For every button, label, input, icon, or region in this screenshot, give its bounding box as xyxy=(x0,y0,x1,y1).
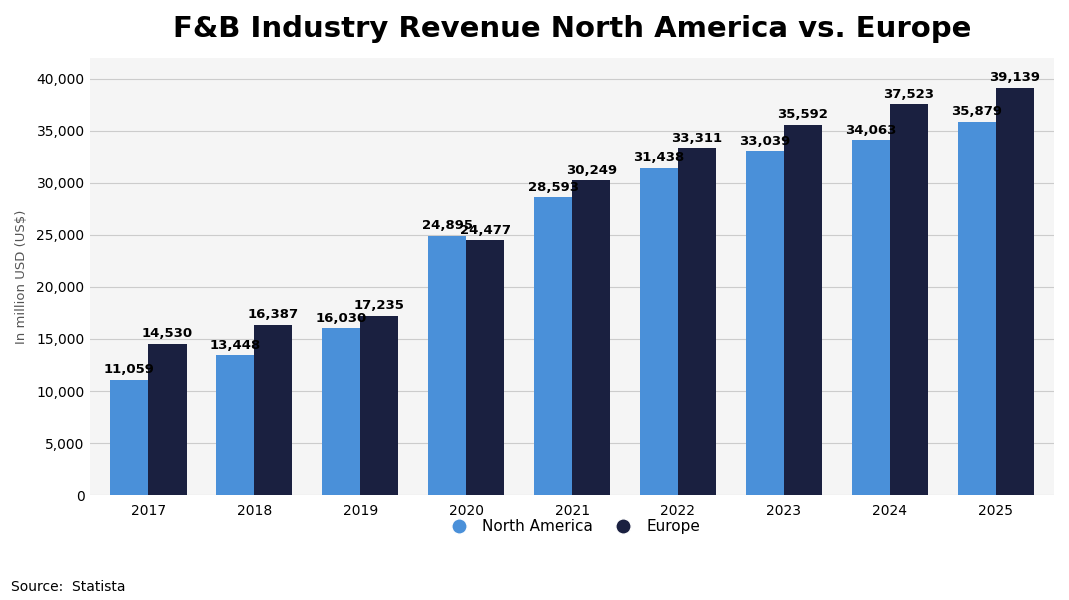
Text: 17,235: 17,235 xyxy=(354,299,405,312)
Text: 30,249: 30,249 xyxy=(566,164,617,176)
Bar xyxy=(533,197,572,495)
Bar xyxy=(216,355,254,495)
Legend: North America, Europe: North America, Europe xyxy=(437,513,707,540)
Bar xyxy=(746,151,784,495)
Bar xyxy=(254,325,293,495)
Title: F&B Industry Revenue North America vs. Europe: F&B Industry Revenue North America vs. E… xyxy=(173,15,972,43)
Text: 14,530: 14,530 xyxy=(142,327,193,340)
Text: 33,311: 33,311 xyxy=(671,131,723,145)
Text: 24,895: 24,895 xyxy=(421,220,472,232)
Text: 37,523: 37,523 xyxy=(883,88,934,101)
Bar xyxy=(466,241,505,495)
Text: 35,879: 35,879 xyxy=(951,105,1002,118)
Text: 24,477: 24,477 xyxy=(460,224,511,236)
Text: 34,063: 34,063 xyxy=(846,124,897,137)
Text: 16,030: 16,030 xyxy=(315,311,367,325)
Text: 28,593: 28,593 xyxy=(527,181,578,194)
Bar xyxy=(889,104,928,495)
Y-axis label: In million USD (US$): In million USD (US$) xyxy=(15,209,28,344)
Text: 39,139: 39,139 xyxy=(989,71,1040,84)
Text: Source:  Statista: Source: Statista xyxy=(11,580,125,594)
Bar xyxy=(958,122,995,495)
Text: 16,387: 16,387 xyxy=(248,308,299,321)
Text: 33,039: 33,039 xyxy=(740,134,790,148)
Bar xyxy=(360,316,399,495)
Bar xyxy=(995,88,1034,495)
Bar xyxy=(110,380,149,495)
Text: 35,592: 35,592 xyxy=(777,108,828,121)
Bar xyxy=(784,125,822,495)
Bar xyxy=(322,328,360,495)
Text: 31,438: 31,438 xyxy=(633,151,684,164)
Bar xyxy=(149,344,186,495)
Bar xyxy=(678,148,716,495)
Bar xyxy=(852,140,889,495)
Bar xyxy=(640,168,678,495)
Bar xyxy=(572,180,610,495)
Text: 11,059: 11,059 xyxy=(104,364,155,376)
Bar xyxy=(428,236,466,495)
Text: 13,448: 13,448 xyxy=(210,338,261,352)
